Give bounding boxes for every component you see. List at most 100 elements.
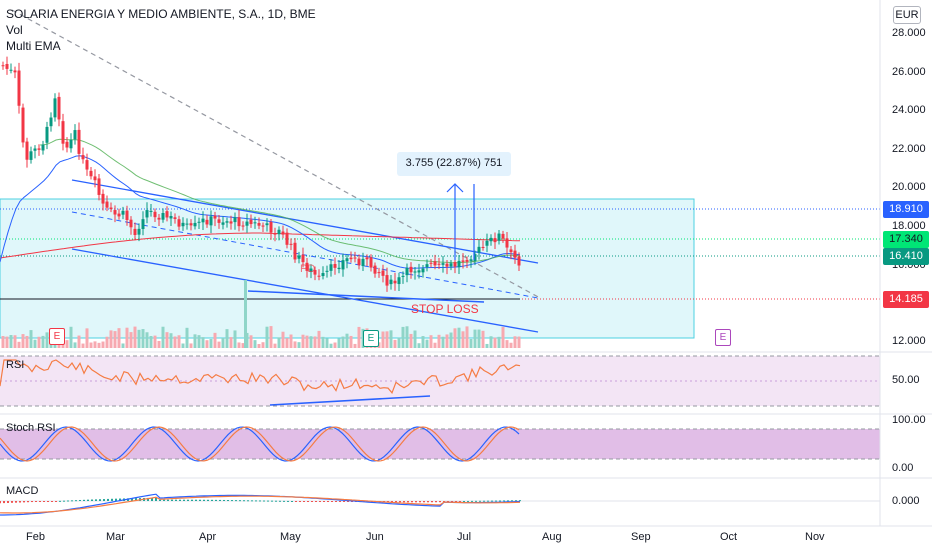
volume-bar — [353, 343, 357, 348]
macd-hist-bar — [403, 501, 405, 503]
macd-hist-bar — [499, 500, 501, 502]
candle-body — [125, 210, 129, 221]
volume-bar — [241, 343, 245, 348]
volume-bar — [385, 331, 389, 348]
candle-body — [265, 223, 269, 226]
volume-bar — [409, 333, 413, 348]
candle-body — [421, 268, 425, 273]
channel-mid-line[interactable] — [71, 211, 539, 299]
volume-bar — [37, 336, 41, 348]
price-tag-17340: 17.340 — [883, 231, 929, 248]
macd-label[interactable]: MACD — [6, 485, 39, 497]
volume-bar — [133, 326, 137, 348]
macd-hist-bar — [175, 499, 177, 501]
indicator-vol-label[interactable]: Vol — [6, 23, 23, 37]
macd-hist-bar — [411, 501, 413, 503]
currency-button[interactable]: EUR — [893, 6, 921, 24]
volume-bar — [433, 342, 437, 348]
measure-label-box — [397, 152, 511, 176]
volume-bar — [113, 331, 117, 348]
candle-body — [357, 258, 361, 266]
volume-bar — [505, 340, 509, 348]
volume-bar — [89, 342, 93, 348]
macd-hist-bar — [211, 499, 213, 501]
rsi-divergence-line[interactable] — [269, 395, 431, 406]
macd-hist-bar — [231, 500, 233, 502]
candle-body — [481, 246, 485, 248]
volume-bar — [329, 343, 333, 348]
volume-bar — [321, 336, 325, 348]
pd-label: PD — [300, 263, 316, 275]
macd-hist-bar — [447, 501, 449, 502]
macd-hist-bar — [119, 498, 121, 501]
candle-body — [465, 259, 469, 262]
candle-body — [273, 233, 277, 235]
macd-hist-bar — [299, 501, 301, 502]
channel-lower-line[interactable] — [71, 248, 539, 333]
macd-hist-bar — [131, 498, 133, 501]
macd-axis-label: 0.000 — [892, 495, 920, 507]
time-axis-label: Oct — [720, 531, 738, 543]
earnings-badge[interactable]: E — [49, 328, 65, 345]
macd-hist-bar — [427, 501, 429, 503]
macd-hist-bar — [399, 501, 401, 503]
macd-hist-bar — [11, 501, 13, 503]
volume-bar — [333, 342, 337, 348]
symbol-title[interactable]: SOLARIA ENERGIA Y MEDIO AMBIENTE, S.A., … — [6, 7, 316, 21]
candle-body — [241, 225, 245, 227]
candle-body — [21, 107, 25, 143]
candle-body — [117, 213, 121, 217]
candle-body — [261, 225, 265, 227]
volume-bar — [177, 335, 181, 348]
macd-hist-bar — [23, 501, 25, 503]
macd-hist-bar — [431, 501, 433, 503]
volume-bar — [85, 328, 89, 348]
volume-bar — [25, 335, 29, 348]
rsi-label[interactable]: RSI — [6, 359, 25, 371]
volume-bar — [357, 326, 361, 348]
indicator-ema-label[interactable]: Multi EMA — [6, 39, 61, 53]
macd-hist-bar — [515, 500, 517, 502]
volume-bar — [517, 336, 521, 348]
candle-body — [105, 201, 109, 208]
macd-hist-bar — [39, 501, 41, 502]
volume-bar — [29, 330, 33, 348]
earnings-badge-upcoming[interactable]: E — [715, 329, 731, 346]
macd-hist-bar — [147, 497, 149, 501]
macd-hist-bar — [283, 500, 285, 502]
volume-bar — [265, 326, 269, 348]
time-axis-label: Nov — [805, 531, 825, 543]
channel-upper-line[interactable] — [71, 179, 539, 264]
volume-bar — [201, 337, 205, 348]
volume-bar — [33, 339, 37, 348]
volume-bar — [269, 326, 273, 348]
candle-body — [333, 264, 337, 268]
stop-support-line[interactable] — [247, 290, 485, 303]
volume-bar — [437, 334, 441, 348]
macd-hist-bar — [479, 500, 481, 502]
target-box[interactable] — [0, 198, 695, 339]
candle-body — [301, 254, 305, 263]
stoch-rsi-label[interactable]: Stoch RSI — [6, 422, 56, 434]
volume-bar — [485, 343, 489, 348]
volume-bar — [109, 330, 113, 348]
candle-body — [113, 210, 117, 215]
price-axis-label: 28.000 — [892, 27, 926, 39]
earnings-badge[interactable]: E — [363, 330, 379, 347]
macd-hist-bar — [27, 501, 29, 503]
volume-bar — [237, 342, 241, 348]
long-downtrend-line[interactable] — [11, 9, 541, 299]
macd-hist-bar — [7, 501, 9, 503]
candle-body — [165, 211, 169, 218]
macd-hist-bar — [519, 500, 521, 502]
volume-bar — [421, 336, 425, 348]
candle-body — [209, 216, 213, 226]
volume-bar — [429, 335, 433, 348]
volume-bar — [165, 332, 169, 348]
volume-bar — [397, 337, 401, 348]
volume-bar — [253, 340, 257, 348]
candle-body — [417, 270, 421, 273]
candle-body — [145, 210, 149, 218]
